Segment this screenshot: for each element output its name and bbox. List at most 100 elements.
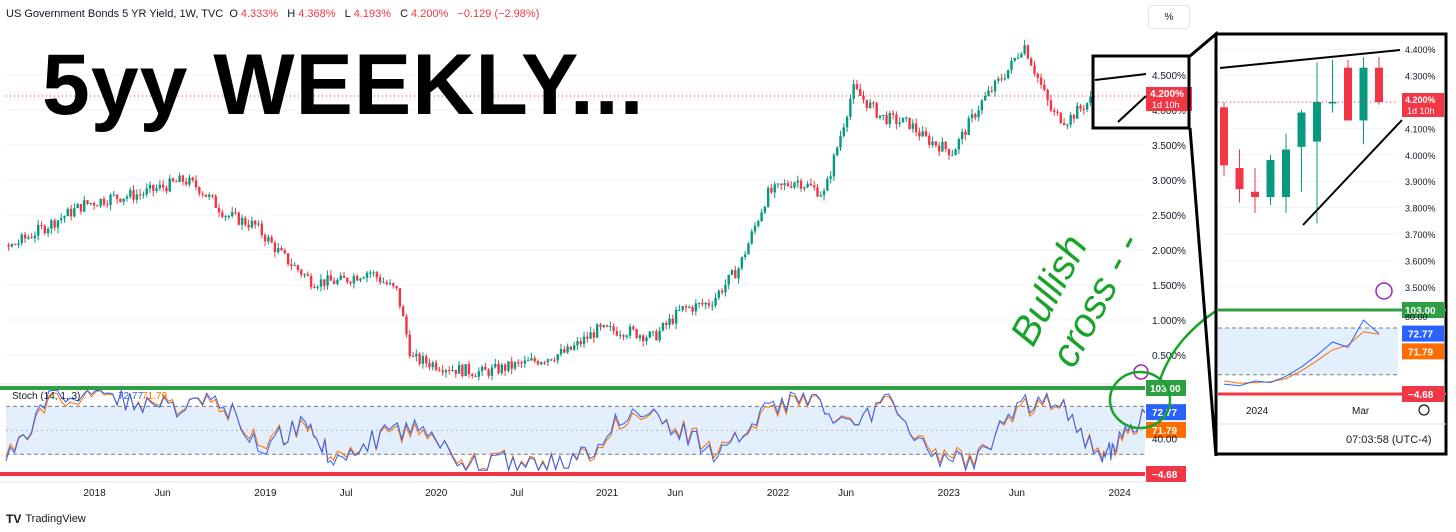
candle-body: [257, 223, 260, 225]
candle-body: [750, 231, 753, 244]
candle-body: [1039, 77, 1043, 85]
stoch-band: [6, 406, 1145, 455]
zoom-lower-badge: [1402, 386, 1444, 402]
candle-body: [359, 278, 362, 281]
candle-body: [536, 361, 540, 365]
candle-body: [106, 204, 109, 206]
candle-body: [704, 302, 707, 305]
candle-body: [175, 181, 178, 183]
candle-body: [1036, 73, 1039, 78]
candle-body: [148, 184, 152, 189]
candle-body: [60, 218, 63, 221]
zoom-d-badge: [1402, 343, 1444, 360]
candle-body: [954, 149, 957, 156]
candle-body: [20, 234, 23, 244]
candle-body: [158, 184, 162, 189]
x-tick-label: Jul: [511, 488, 524, 499]
candle-body: [309, 275, 313, 288]
candle-body: [273, 242, 277, 253]
candle-body: [1059, 112, 1063, 124]
candle-body: [69, 208, 73, 217]
candle-body: [507, 361, 510, 371]
candle-body: [329, 275, 333, 281]
candle-body: [842, 127, 845, 136]
candle-body: [102, 198, 106, 205]
candle-body: [385, 282, 388, 285]
candle-body: [135, 194, 139, 200]
candle-body: [513, 362, 517, 369]
candle-body: [625, 335, 628, 337]
candle-body: [332, 280, 336, 284]
candle-body: [964, 131, 967, 135]
candle-body: [928, 135, 931, 145]
percent-scale-button[interactable]: %: [1148, 5, 1190, 29]
candle-body: [829, 176, 832, 179]
candle-body: [980, 100, 984, 111]
candle-body: [674, 309, 678, 324]
zoom-y-tick-label: 3.700%: [1405, 230, 1436, 240]
zoom-candle-body: [1220, 107, 1228, 166]
candle-body: [211, 194, 214, 197]
zoom-lightning-icon: [1375, 282, 1393, 300]
candle-body: [540, 362, 543, 365]
candle-body: [849, 98, 852, 117]
candle-body: [642, 335, 645, 342]
candle-body: [776, 183, 780, 185]
candle-body: [724, 284, 727, 293]
candle-body: [392, 283, 395, 287]
candle-body: [905, 117, 908, 119]
x-tick-label: Jun: [667, 488, 683, 499]
candle-body: [441, 370, 444, 373]
candle-body: [349, 282, 352, 284]
candle-body: [891, 113, 895, 115]
candle-body: [697, 302, 701, 304]
tradingview-logo-text: TradingView: [25, 513, 86, 525]
candle-body: [983, 95, 987, 101]
candle-body: [701, 302, 704, 305]
candle-body: [50, 220, 53, 229]
candle-body: [214, 196, 217, 208]
candle-body: [806, 183, 809, 188]
symbol-legend[interactable]: US Government Bonds 5 YR Yield, 1W, TVC …: [6, 8, 542, 20]
candle-body: [119, 198, 122, 202]
candle-body: [760, 212, 763, 222]
candle-body: [990, 90, 993, 92]
candle-body: [727, 274, 730, 285]
candle-body: [10, 244, 14, 247]
candle-body: [563, 349, 566, 353]
candle-body: [168, 178, 171, 192]
zoom-frame: [1091, 54, 1191, 130]
tradingview-logo-icon: TV: [6, 512, 22, 526]
x-tick-label: Jun: [838, 488, 854, 499]
zoom-candle-body: [1282, 149, 1290, 198]
candle-body: [586, 336, 589, 339]
upper-marker-label: 103.00: [1150, 384, 1181, 395]
candle-body: [398, 288, 402, 307]
candle-body: [1089, 96, 1092, 103]
candle-body: [668, 318, 671, 325]
candle-body: [13, 244, 17, 246]
candle-body: [612, 326, 615, 331]
candle-body: [638, 335, 642, 339]
candle-body: [138, 194, 142, 196]
candle-body: [418, 353, 421, 364]
candle-body: [862, 96, 865, 100]
y-tick-label: 2.500%: [1152, 211, 1186, 222]
candle-body: [566, 346, 569, 353]
candle-body: [868, 102, 872, 108]
zoom-y-tick-label: 3.800%: [1405, 204, 1436, 214]
candle-body: [484, 366, 487, 370]
candle-body: [346, 277, 349, 283]
zoom-candles: [1220, 57, 1383, 224]
candle-body: [306, 274, 310, 276]
candle-body: [451, 369, 454, 372]
zoom-y-tick-label: 4.000%: [1405, 151, 1436, 161]
candle-body: [421, 356, 425, 364]
candle-body: [1016, 57, 1020, 59]
candle-body: [934, 141, 938, 146]
candle-body: [770, 187, 773, 193]
candle-body: [411, 355, 415, 357]
candle-body: [957, 138, 961, 150]
tradingview-logo[interactable]: TV TradingView: [6, 512, 86, 526]
candle-body: [46, 228, 50, 234]
